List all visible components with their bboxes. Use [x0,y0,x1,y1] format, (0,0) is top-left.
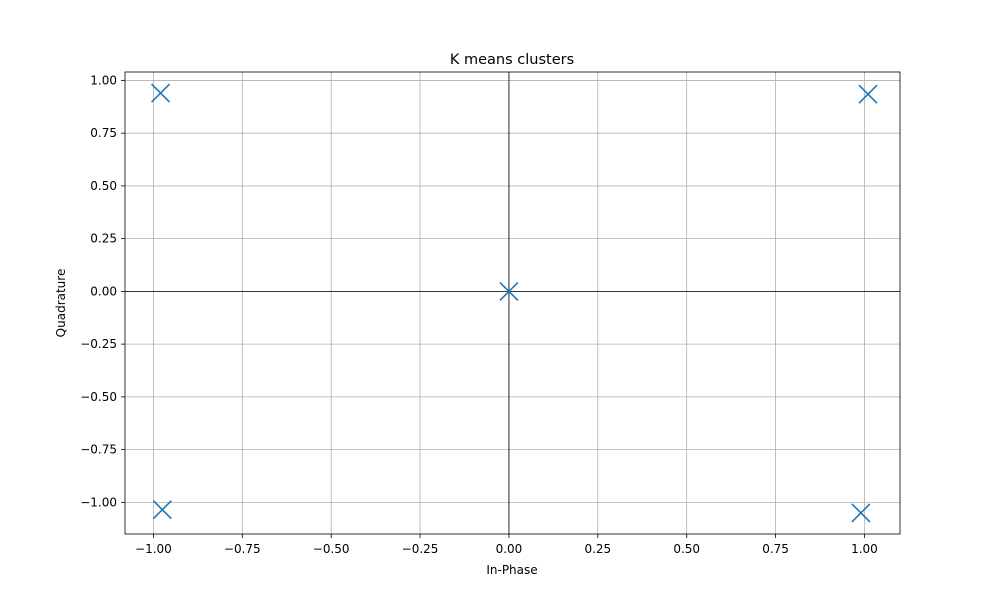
y-tick-label: −1.00 [80,495,117,509]
plot-frame [124,71,901,535]
y-tick-label: 0.25 [90,232,117,246]
y-axis-label: Quadrature [54,269,68,338]
x-tick-label: 0.25 [584,542,611,556]
cluster-center-marker [152,500,172,520]
x-tick-label: −0.50 [313,542,350,556]
y-tick-label: 0.00 [90,284,117,298]
x-tick-label: −0.25 [402,542,439,556]
x-tick-label: −0.75 [224,542,261,556]
cluster-center-marker [851,503,871,523]
x-tick-label: 0.75 [762,542,789,556]
y-tick-label: 1.00 [90,73,117,87]
y-tick-label: 0.75 [90,126,117,140]
y-tick-label: −0.50 [80,390,117,404]
cluster-center-marker [150,83,171,103]
zero-lines [125,72,900,534]
y-tick-label: −0.25 [80,337,117,351]
x-axis-ticks: −1.00 −0.75 −0.50 −0.25 0.00 0.25 0.50 0.75 1.00 [135,534,878,556]
grid [125,72,900,534]
chart-title: K means clusters [450,52,574,68]
x-tick-label: 0.50 [673,542,700,556]
cluster-center-marker [858,84,878,104]
y-tick-label: −0.75 [80,443,117,457]
data-points [150,83,878,523]
y-tick-label: 0.50 [90,179,117,193]
x-tick-label: −1.00 [135,542,172,556]
x-tick-label: 1.00 [851,542,878,556]
y-axis-ticks: 1.00 0.75 0.50 0.25 0.00 −0.25 −0.50 −0.75 −1.00 [80,73,125,509]
cluster-center-marker [499,281,519,301]
x-tick-label: 0.00 [496,542,523,556]
x-axis-label: In-Phase [486,563,537,577]
